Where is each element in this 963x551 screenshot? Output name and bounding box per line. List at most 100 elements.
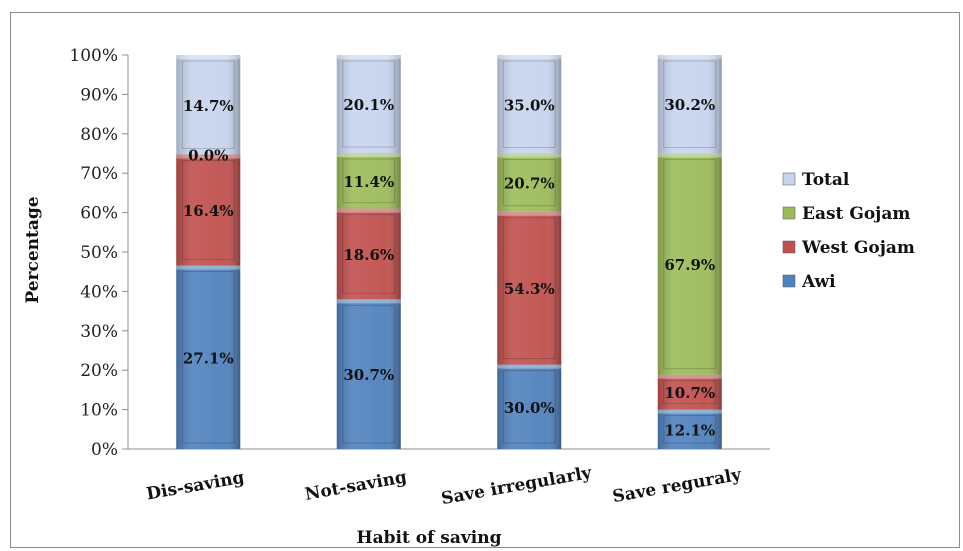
bar-bevel — [502, 370, 556, 444]
legend-item-awi: Awi — [782, 272, 836, 292]
legend-swatch-awi — [782, 274, 796, 288]
bar-highlight — [336, 55, 401, 59]
bar-shading — [657, 374, 722, 410]
y-tick-label: 80% — [80, 125, 118, 145]
bar-bevel — [663, 415, 717, 444]
bar-segment-total-not-saving — [336, 55, 401, 154]
bar-bevel — [342, 158, 396, 204]
data-label-total-save-irregularly: 35.0% — [504, 96, 555, 114]
data-labels: 27.1% 16.4% 0.0% 14.7% 30.7% 18.6% 11.4% 20.1% 3… — [183, 96, 715, 439]
bar-bevel — [342, 304, 396, 444]
bar-shading — [497, 153, 562, 212]
data-label-total-dis-saving: 14.7% — [183, 97, 234, 115]
data-label-east-gojam-save-reguraly: 67.9% — [664, 256, 715, 274]
bar-segment-west-gojam-not-saving — [336, 208, 401, 300]
data-label-awi-save-reguraly: 12.1% — [664, 421, 715, 439]
bar-shading — [336, 153, 401, 209]
legend-label-west-gojam: West Gojam — [801, 238, 915, 258]
x-axis-title: Habit of saving — [357, 528, 502, 548]
bar-segment-total-save-reguraly — [657, 55, 722, 154]
bar-segment-awi-dis-saving — [176, 265, 241, 449]
y-tick-label: 20% — [80, 361, 118, 381]
y-tick-label: 0% — [91, 440, 118, 460]
legend-label-east-gojam: East Gojam — [802, 204, 910, 224]
y-tick-label: 70% — [80, 164, 118, 184]
bar-shading — [336, 208, 401, 300]
bar-highlight — [176, 265, 241, 270]
legend-item-total: Total — [782, 170, 850, 190]
data-label-awi-not-saving: 30.7% — [343, 366, 394, 384]
bar-highlight — [657, 374, 722, 379]
legend-label-total: Total — [802, 170, 850, 190]
bar-highlight — [336, 208, 401, 213]
bar-shading — [497, 55, 562, 154]
data-label-awi-dis-saving: 27.1% — [183, 349, 234, 367]
data-label-east-gojam-save-irregularly: 20.7% — [504, 175, 555, 193]
bar-shading — [176, 55, 241, 155]
bar-segment-west-gojam-save-reguraly — [657, 374, 722, 410]
legend-item-east-gojam: East Gojam — [782, 204, 910, 224]
data-label-east-gojam-not-saving: 11.4% — [343, 173, 394, 191]
bar-highlight — [497, 211, 562, 216]
bar-highlight — [497, 153, 562, 158]
y-tick-label: 60% — [80, 204, 118, 224]
legend-swatch-east-gojam — [782, 206, 796, 220]
bar-highlight — [497, 55, 562, 59]
bar-highlight — [176, 55, 241, 59]
bar-bevel — [663, 380, 717, 405]
x-tick-label-not-saving: Not-saving — [303, 467, 408, 505]
bar-highlight — [497, 364, 562, 369]
bar-highlight — [336, 153, 401, 158]
bar-segment-west-gojam-save-irregularly — [497, 211, 562, 365]
bar-highlight — [657, 409, 722, 414]
bar-highlight — [176, 154, 241, 159]
data-label-total-save-reguraly: 30.2% — [664, 96, 715, 114]
bar-shading — [657, 153, 722, 375]
data-label-west-gojam-save-irregularly: 54.3% — [504, 280, 555, 298]
data-label-total-not-saving: 20.1% — [343, 96, 394, 114]
bar-bevel — [181, 160, 235, 261]
data-label-west-gojam-not-saving: 18.6% — [343, 246, 394, 264]
bar-bevel — [502, 60, 556, 148]
data-label-west-gojam-dis-saving: 16.4% — [183, 202, 234, 220]
legend: Total East Gojam West Gojam Awi — [782, 170, 915, 292]
y-axis-title: Percentage — [23, 196, 43, 303]
y-tick-label: 40% — [80, 282, 118, 302]
bar-bevel — [181, 60, 235, 150]
y-tick-label: 30% — [80, 322, 118, 342]
bar-segment-total-save-irregularly — [497, 55, 562, 154]
bar-segment-awi-save-reguraly — [657, 409, 722, 449]
bar-segment-west-gojam-dis-saving — [176, 154, 241, 266]
bar-bevel — [342, 214, 396, 294]
y-tick-label: 50% — [80, 243, 118, 263]
data-label-west-gojam-save-reguraly: 10.7% — [664, 384, 715, 402]
data-label-awi-save-irregularly: 30.0% — [504, 399, 555, 417]
bar-bevel — [502, 217, 556, 360]
legend-swatch-total — [782, 172, 796, 186]
legend-item-west-gojam: West Gojam — [782, 238, 915, 258]
bar-highlight — [657, 55, 722, 59]
data-label-east-gojam-dis-saving: 0.0% — [188, 147, 228, 165]
bar-shading — [657, 409, 722, 449]
x-tick-label-save-reguraly: Save reguraly — [611, 465, 744, 508]
legend-swatch-west-gojam — [782, 240, 796, 254]
bar-shading — [657, 55, 722, 154]
bar-segment-total-dis-saving — [176, 55, 241, 155]
bar-bevel — [181, 271, 235, 444]
bar-segment-awi-save-irregularly — [497, 364, 562, 449]
x-tick-label-dis-saving: Dis-saving — [145, 468, 246, 505]
legend-label-awi: Awi — [801, 272, 836, 292]
y-tick-label: 10% — [80, 401, 118, 421]
bar-bevel — [663, 60, 717, 148]
bar-segment-awi-not-saving — [336, 299, 401, 449]
bars — [176, 55, 722, 449]
bar-segment-east-gojam-save-irregularly — [497, 153, 562, 212]
bar-shading — [336, 55, 401, 154]
bar-bevel — [342, 60, 396, 148]
bar-shading — [336, 299, 401, 449]
x-tick-label-save-irregularly: Save irregularly — [440, 463, 594, 509]
bar-bevel — [502, 159, 556, 207]
bar-shading — [497, 211, 562, 365]
bar-highlight — [336, 299, 401, 304]
